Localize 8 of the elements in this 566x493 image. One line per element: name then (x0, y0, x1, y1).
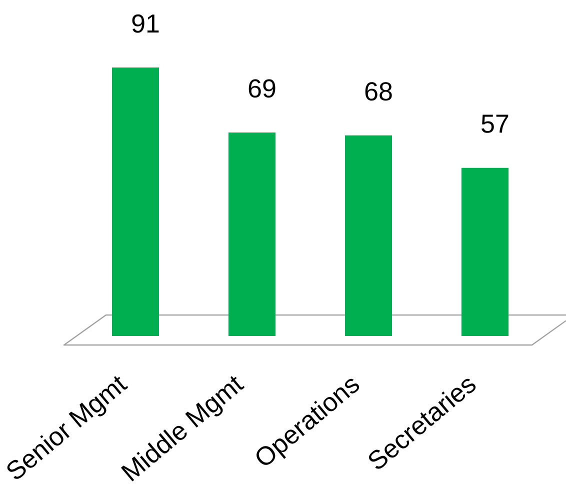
data-label: 68 (365, 82, 392, 101)
bar (228, 132, 276, 336)
data-label: 69 (248, 79, 276, 98)
bar (345, 135, 392, 336)
data-label: 57 (482, 114, 508, 133)
bar (461, 168, 508, 336)
bar (112, 68, 159, 336)
data-label: 91 (132, 14, 159, 33)
